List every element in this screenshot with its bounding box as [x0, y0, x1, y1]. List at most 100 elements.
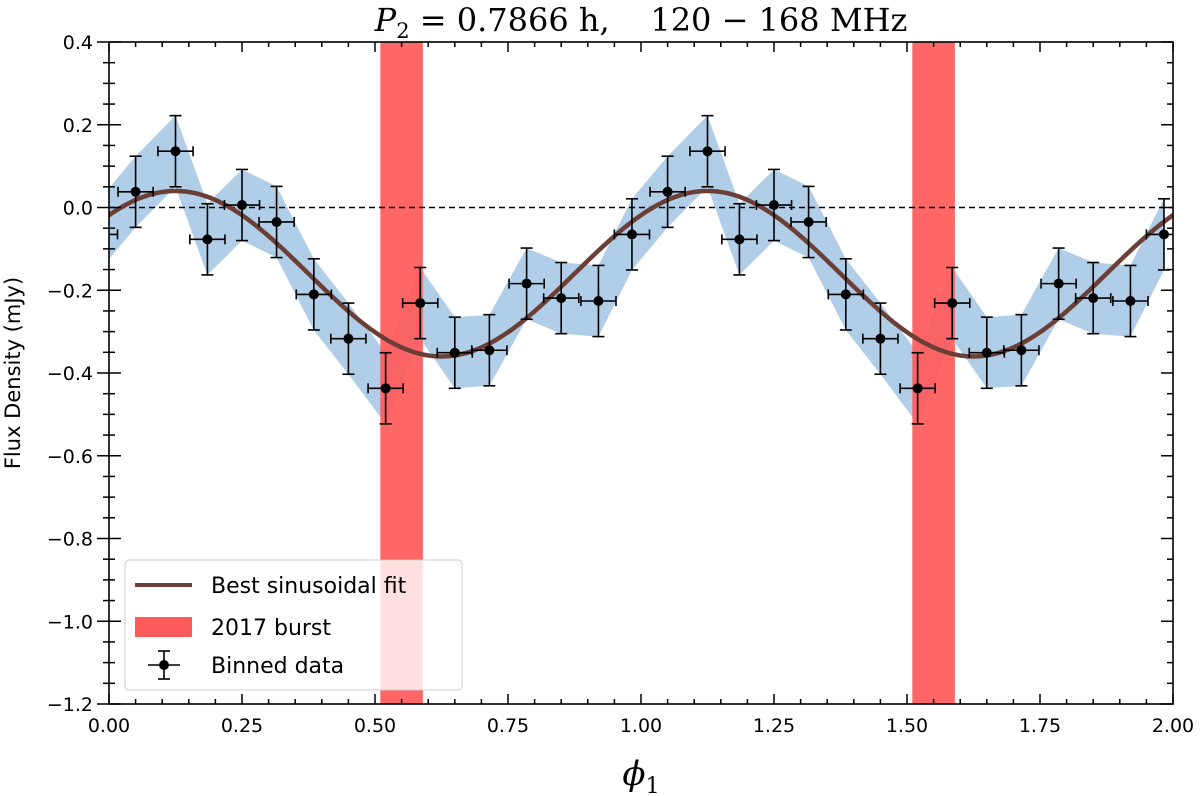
legend-binned-marker [159, 660, 169, 670]
data-marker [1088, 293, 1099, 304]
binned-data-point [790, 185, 827, 259]
y-tick-label: −0.4 [47, 363, 93, 385]
binned-data-point [330, 302, 367, 376]
x-axis-title: ϕ1 [622, 754, 659, 796]
binned-data-point [933, 266, 971, 340]
data-marker [769, 200, 779, 211]
data-marker [912, 383, 923, 394]
data-marker [875, 333, 886, 344]
title-symbol: P [374, 1, 397, 39]
x-tick-label: 1.50 [886, 715, 928, 737]
binned-data-point [117, 155, 154, 229]
x-tick-label: 0.50 [354, 715, 396, 737]
data-marker [840, 289, 851, 300]
y-tick-label: −1.2 [47, 694, 93, 716]
legend-binned-label: Binned data [211, 654, 344, 679]
binned-data-point [189, 202, 226, 276]
data-marker [947, 298, 958, 309]
binned-data-point [1074, 261, 1112, 335]
data-marker [343, 333, 354, 344]
data-marker [556, 293, 567, 304]
binned-data-point [862, 302, 899, 376]
y-tick-label: −0.6 [47, 446, 93, 468]
data-marker [593, 296, 604, 307]
binned-data-point [649, 155, 686, 229]
y-tick-label: −0.8 [47, 529, 93, 551]
data-marker [521, 278, 532, 289]
data-marker [415, 298, 426, 309]
y-tick-label: −0.2 [47, 280, 93, 302]
points-layer [109, 114, 1173, 425]
binned-data-point [721, 202, 758, 276]
binned-data-point [1040, 247, 1077, 321]
x-axis-symbol: ϕ [622, 754, 645, 794]
data-marker [202, 234, 213, 245]
fit-curve [109, 188, 1173, 359]
binned-data-point [755, 168, 793, 242]
data-marker [1016, 345, 1027, 356]
binned-data-point [157, 114, 194, 188]
data-marker [626, 229, 637, 240]
x-tick-label: 1.25 [753, 715, 795, 737]
data-marker [271, 216, 282, 227]
data-marker [308, 289, 319, 300]
data-marker [662, 186, 673, 197]
legend-binned-swatch [148, 650, 180, 680]
binned-data-point [223, 168, 261, 242]
y-tick-label: 0.0 [63, 198, 93, 220]
fit-layer [109, 188, 1173, 359]
data-marker [449, 347, 460, 358]
data-marker [803, 216, 814, 227]
title-rest: = 0.7866 h, 120 − 168 MHz [410, 1, 908, 39]
y-axis-title: Flux Density (mJy) [1, 277, 25, 469]
binned-data-point [471, 313, 508, 387]
legend-burst-label: 2017 burst [211, 616, 331, 641]
data-marker [1158, 229, 1169, 240]
x-tick-label: 0.75 [487, 715, 529, 737]
data-marker [981, 347, 992, 358]
title-subscript: 2 [396, 19, 409, 43]
y-tick-label: 0.4 [63, 32, 93, 54]
binned-data-point [689, 114, 726, 188]
legend-fit-label: Best sinusoidal fit [211, 574, 407, 599]
binned-data-point [295, 258, 333, 331]
binned-data-band [109, 115, 1164, 424]
y-tick-label: −1.0 [47, 611, 93, 633]
chart-title: P2 = 0.7866 h, 120 − 168 MHz [374, 1, 908, 43]
binned-data-point [436, 316, 474, 390]
data-marker [484, 345, 495, 356]
binned-data-point [258, 185, 295, 259]
legend: Best sinusoidal fit 2017 burst Binned da… [124, 559, 463, 691]
burst-span [912, 42, 955, 704]
x-tick-label: 1.00 [620, 715, 662, 737]
data-marker [130, 186, 141, 197]
binned-data-point [508, 247, 545, 321]
x-tick-label: 2.00 [1152, 715, 1194, 737]
binned-data-point [401, 266, 439, 340]
data-marker [237, 200, 247, 211]
binned-data-point [1003, 313, 1040, 387]
data-band-layer [109, 115, 1164, 424]
binned-data-point [367, 351, 404, 425]
data-marker [702, 146, 713, 157]
y-tick-label: 0.2 [63, 115, 93, 137]
binned-data-point [109, 229, 119, 240]
data-marker [1125, 296, 1136, 307]
binned-data-point [613, 198, 651, 271]
data-marker [380, 383, 391, 394]
ticks-layer: 0.00 0.25 0.50 0.75 1.00 1.25 1.50 1.75 2.00 −1.2… [47, 32, 1194, 737]
legend-burst-swatch [135, 617, 192, 637]
legend-frame [124, 559, 463, 691]
x-axis-subscript: 1 [646, 774, 660, 796]
binned-data-point [1112, 264, 1149, 338]
data-marker [734, 234, 745, 245]
binned-data-point [827, 258, 865, 331]
x-tick-label: 1.75 [1019, 715, 1061, 737]
binned-data-point [580, 264, 617, 338]
x-tick-label: 0.25 [221, 715, 263, 737]
binned-data-point [899, 351, 936, 425]
data-marker [1053, 278, 1064, 289]
binned-data-point [542, 261, 580, 335]
x-tick-label: 0.00 [88, 715, 130, 737]
